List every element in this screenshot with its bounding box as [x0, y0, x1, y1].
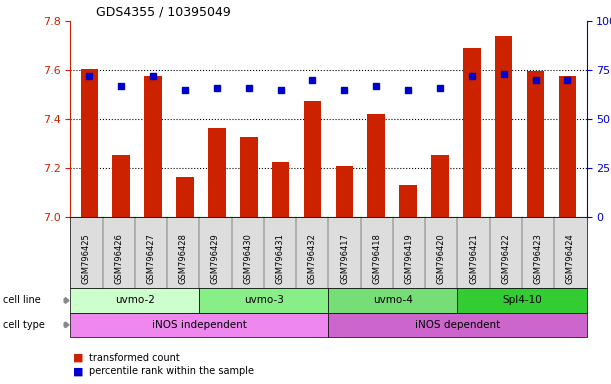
- Text: uvmo-3: uvmo-3: [244, 295, 284, 306]
- Text: GSM796419: GSM796419: [404, 233, 414, 284]
- Text: percentile rank within the sample: percentile rank within the sample: [89, 366, 254, 376]
- Text: GSM796417: GSM796417: [340, 233, 349, 284]
- Text: uvmo-2: uvmo-2: [115, 295, 155, 306]
- Text: ■: ■: [73, 366, 84, 376]
- Bar: [304, 101, 321, 217]
- Bar: [81, 69, 98, 217]
- Text: GSM796423: GSM796423: [533, 233, 543, 284]
- Bar: [208, 127, 225, 217]
- Text: uvmo-4: uvmo-4: [373, 295, 413, 306]
- Bar: [176, 177, 194, 217]
- Text: cell line: cell line: [3, 295, 41, 306]
- Text: GDS4355 / 10395049: GDS4355 / 10395049: [96, 5, 231, 18]
- Bar: [431, 154, 448, 217]
- Text: Spl4-10: Spl4-10: [502, 295, 542, 306]
- Text: GSM796427: GSM796427: [147, 233, 155, 284]
- Text: GSM796431: GSM796431: [276, 233, 285, 284]
- Text: cell type: cell type: [3, 320, 45, 330]
- Text: GSM796425: GSM796425: [82, 233, 91, 284]
- Bar: [335, 166, 353, 217]
- Text: GSM796422: GSM796422: [502, 233, 510, 284]
- Text: GSM796432: GSM796432: [308, 233, 316, 284]
- Bar: [495, 36, 513, 217]
- Bar: [558, 76, 576, 217]
- Text: ■: ■: [73, 353, 84, 363]
- Bar: [367, 114, 385, 217]
- Bar: [527, 71, 544, 217]
- Text: iNOS independent: iNOS independent: [152, 320, 247, 330]
- Text: GSM796428: GSM796428: [178, 233, 188, 284]
- Text: GSM796424: GSM796424: [566, 233, 575, 284]
- Bar: [112, 154, 130, 217]
- Text: GSM796421: GSM796421: [469, 233, 478, 284]
- Text: transformed count: transformed count: [89, 353, 180, 363]
- Bar: [463, 48, 481, 217]
- Text: GSM796430: GSM796430: [243, 233, 252, 284]
- Bar: [144, 76, 162, 217]
- Text: GSM796420: GSM796420: [437, 233, 446, 284]
- Bar: [400, 185, 417, 217]
- Text: iNOS dependent: iNOS dependent: [415, 320, 500, 330]
- Text: GSM796426: GSM796426: [114, 233, 123, 284]
- Bar: [240, 137, 257, 217]
- Bar: [272, 162, 290, 217]
- Text: GSM796429: GSM796429: [211, 233, 220, 284]
- Text: GSM796418: GSM796418: [372, 233, 381, 284]
